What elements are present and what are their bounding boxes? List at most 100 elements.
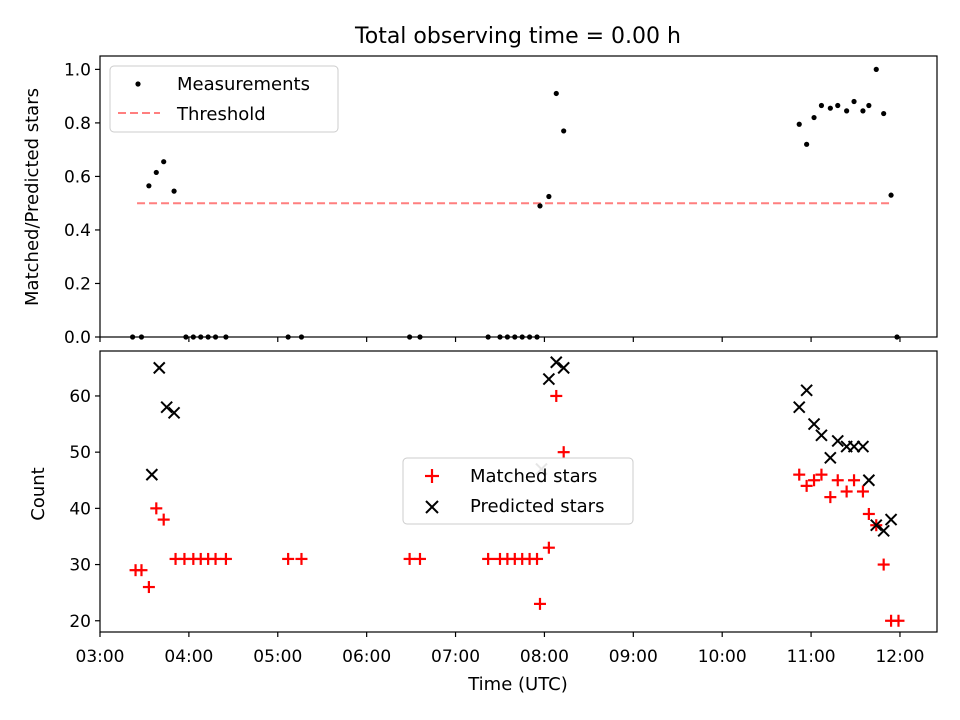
top-x-tick-marks [99,337,901,342]
matched-star-point [892,614,905,627]
measurement-point [866,102,872,109]
matched-star-point [533,597,546,610]
legend-matched-label: Matched stars [470,466,597,487]
matched-star-point [531,552,544,565]
predicted-star-point [884,513,898,526]
bottom-x-tick-label: 10:00 [698,647,747,667]
measurement-point [546,193,552,200]
predicted-star-point [557,361,570,375]
legend-measurements-label: Measurements [177,74,310,95]
matched-star-point [542,541,555,554]
measurement-point [873,66,879,72]
bottom-x-tick-label: 07:00 [431,647,480,667]
top-ylabel: Matched/Predicted stars [22,88,43,306]
matched-star-point [142,581,155,594]
legend-predicted-marker [425,500,439,514]
measurement-point [804,141,810,147]
measurement-point [537,203,543,209]
bottom-ylabel: Count [28,467,49,520]
matched-star-point [856,485,869,498]
top-y-tick-label: 0.6 [64,167,91,187]
matched-star-point [831,474,844,487]
predicted-star-point [160,400,173,414]
matched-star-point [295,552,308,565]
measurement-point [561,128,567,134]
matched-star-point [413,552,426,565]
legend-measurements-marker [135,81,141,87]
predicted-star-point [862,474,876,487]
bottom-x-ticks: 03:00 04:00 05:00 06:00 07:00 08:00 09:00 10:00… [76,632,924,667]
predicted-star-point [542,372,556,386]
predicted-star-point [847,440,861,453]
matched-star-point [840,485,853,498]
matched-star-point [800,479,813,492]
matched-star-point [403,552,416,565]
matched-star-point [815,468,828,481]
matched-star-point [808,474,821,487]
matched-star-point [482,552,495,565]
matched-star-point [150,502,163,515]
bottom-x-tick-label: 12:00 [875,647,924,667]
bottom-y-tick-label: 30 [69,556,91,576]
predicted-star-point [807,417,821,431]
bottom-x-tick-label: 08:00 [520,647,569,667]
measurement-point [811,114,817,121]
matched-star-point [282,552,295,565]
predicted-star-point [800,384,813,397]
predicted-star-point [877,524,890,538]
top-y-tick-label: 0.2 [64,274,91,294]
measurement-point [860,108,866,114]
top-y-tick-label: 0.0 [64,328,91,348]
predicted-star-point [824,451,837,464]
matched-star-point [557,446,570,459]
bottom-x-tick-label: 04:00 [164,647,213,667]
predicted-star-point [815,429,828,442]
measurement-point [146,183,152,189]
matched-star-point [824,491,837,504]
top-y-tick-label: 1.0 [64,60,91,80]
bottom-points [129,356,905,627]
measurement-point [818,102,825,109]
bottom-x-tick-label: 05:00 [253,647,302,667]
predicted-star-point [167,406,181,420]
bottom-legend: Matched stars Predicted stars [402,457,634,525]
predicted-star-point [793,400,806,414]
top-y-ticks: 0.0 0.2 0.4 0.6 0.8 1.0 [64,60,100,348]
measurement-point [161,159,167,165]
matched-star-point [848,474,861,487]
predicted-star-point [550,356,563,369]
matched-star-point [209,552,222,565]
matched-star-point [862,507,875,520]
measurement-point [835,102,841,109]
bottom-y-tick-label: 40 [69,499,91,519]
legend-threshold-label: Threshold [176,104,266,125]
bottom-y-ticks: 20 30 40 50 60 [69,387,100,632]
measurement-point [796,121,802,127]
predicted-star-point [831,434,844,448]
predicted-star-point [856,440,870,453]
top-panel: 0.0 0.2 0.4 0.6 0.8 1.0 Matched/Predicted sta… [22,55,938,348]
bottom-x-tick-label: 03:00 [76,647,125,667]
predicted-star-point [870,519,883,532]
bottom-xlabel: Time (UTC) [467,674,568,695]
bottom-x-tick-label: 06:00 [342,647,391,667]
matched-star-point [550,389,563,402]
bottom-axes-frame [99,350,938,633]
matched-star-point [793,468,806,481]
top-legend: Measurements Threshold [109,65,339,133]
matched-star-point [135,564,148,577]
legend-matched-marker [425,469,439,483]
measurement-point [171,188,177,194]
matched-star-point [157,513,170,526]
bottom-y-tick-label: 60 [69,387,91,407]
measurement-point [844,108,850,114]
bottom-y-tick-label: 50 [69,443,91,463]
measurement-point [827,105,833,111]
top-y-tick-label: 0.8 [64,114,91,134]
figure-title: Total observing time = 0.00 h [354,24,681,49]
measurement-point [153,169,159,176]
predicted-star-point [153,361,166,375]
top-axes-frame [99,55,938,338]
measurement-point [851,98,857,105]
